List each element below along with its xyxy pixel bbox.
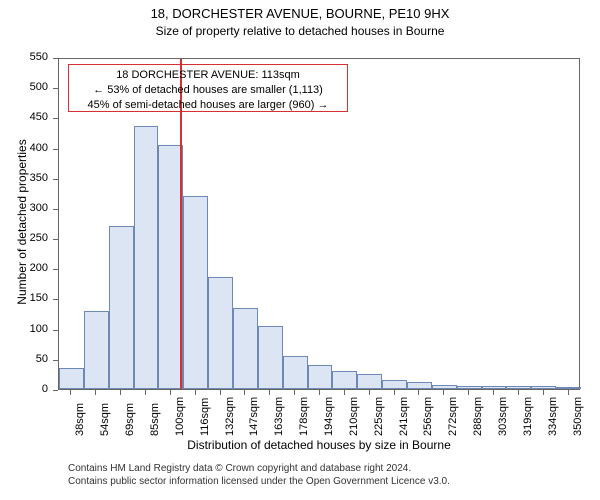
x-tick-mark [418,390,419,395]
x-tick-mark [443,390,444,395]
x-tick-label: 334sqm [547,397,559,436]
x-tick-mark [195,390,196,395]
x-tick-mark [344,390,345,395]
histogram-bar [457,386,482,389]
x-tick-label: 272sqm [447,397,459,436]
x-tick-label: 350sqm [572,397,584,436]
x-tick-label: 100sqm [174,397,186,436]
x-tick-label: 225sqm [373,397,385,436]
histogram-bar [432,385,457,389]
y-tick-mark [53,239,58,240]
histogram-bar [233,308,258,389]
x-tick-mark [95,390,96,395]
histogram-bar [357,374,382,389]
histogram-bar [531,386,556,389]
histogram-bar [506,386,531,389]
x-tick-mark [145,390,146,395]
y-tick-mark [53,58,58,59]
x-tick-mark [269,390,270,395]
x-tick-mark [394,390,395,395]
x-tick-mark [120,390,121,395]
histogram-bar [407,382,432,389]
footer-line1: Contains HM Land Registry data © Crown c… [68,462,450,475]
x-tick-label: 147sqm [248,397,260,436]
x-tick-mark [294,390,295,395]
x-tick-label: 163sqm [273,397,285,436]
x-tick-label: 132sqm [224,397,236,436]
y-tick-mark [53,360,58,361]
y-tick-mark [53,269,58,270]
y-tick-label: 200 [0,262,48,274]
x-tick-label: 288sqm [472,397,484,436]
histogram-bar [183,196,208,389]
histogram-bar [134,126,159,389]
y-tick-label: 0 [0,383,48,395]
histogram-bar [332,371,357,389]
x-tick-mark [543,390,544,395]
x-tick-label: 319sqm [522,397,534,436]
x-tick-label: 54sqm [99,403,111,436]
y-tick-mark [53,179,58,180]
x-tick-mark [70,390,71,395]
x-tick-label: 194sqm [323,397,335,436]
x-tick-mark [468,390,469,395]
histogram-bar [308,365,333,389]
x-tick-label: 116sqm [199,398,211,436]
y-tick-label: 500 [0,81,48,93]
x-tick-mark [568,390,569,395]
x-tick-label: 210sqm [348,397,360,436]
histogram-bar [59,368,84,389]
x-tick-label: 38sqm [74,403,86,436]
x-tick-label: 303sqm [497,397,509,436]
x-tick-label: 241sqm [398,397,410,436]
histogram-bar [283,356,308,389]
y-tick-label: 550 [0,51,48,63]
x-tick-label: 178sqm [298,397,310,436]
y-tick-mark [53,88,58,89]
x-tick-mark [518,390,519,395]
histogram-bar [382,380,407,389]
x-tick-label: 85sqm [149,403,161,436]
y-tick-mark [53,149,58,150]
y-tick-label: 100 [0,323,48,335]
y-tick-mark [53,390,58,391]
footer-text: Contains HM Land Registry data © Crown c… [68,462,450,488]
x-tick-mark [170,390,171,395]
histogram-bar [556,387,581,389]
y-tick-label: 350 [0,172,48,184]
chart-title-line2: Size of property relative to detached ho… [0,24,600,38]
y-tick-label: 50 [0,353,48,365]
y-tick-mark [53,209,58,210]
annotation-line: 18 DORCHESTER AVENUE: 113sqm [73,68,343,83]
histogram-bar [208,277,233,389]
y-tick-label: 400 [0,142,48,154]
footer-line2: Contains public sector information licen… [68,475,450,488]
x-tick-label: 69sqm [124,403,136,436]
annotation-line: 45% of semi-detached houses are larger (… [73,98,343,113]
chart-container: 18, DORCHESTER AVENUE, BOURNE, PE10 9HX … [0,0,600,500]
y-tick-label: 250 [0,232,48,244]
x-tick-mark [319,390,320,395]
x-tick-mark [244,390,245,395]
x-tick-mark [493,390,494,395]
histogram-bar [84,311,109,389]
histogram-bar [482,386,507,389]
y-tick-mark [53,330,58,331]
histogram-bar [258,326,283,389]
y-tick-mark [53,299,58,300]
y-tick-mark [53,118,58,119]
chart-title-line1: 18, DORCHESTER AVENUE, BOURNE, PE10 9HX [0,6,600,21]
x-tick-mark [220,390,221,395]
annotation-line: ← 53% of detached houses are smaller (1,… [73,83,343,98]
annotation-box: 18 DORCHESTER AVENUE: 113sqm← 53% of det… [68,64,348,112]
x-tick-mark [369,390,370,395]
y-tick-label: 300 [0,202,48,214]
x-axis-label: Distribution of detached houses by size … [58,438,580,452]
histogram-bar [109,226,134,389]
y-tick-label: 150 [0,292,48,304]
x-tick-label: 256sqm [422,397,434,436]
y-tick-label: 450 [0,111,48,123]
